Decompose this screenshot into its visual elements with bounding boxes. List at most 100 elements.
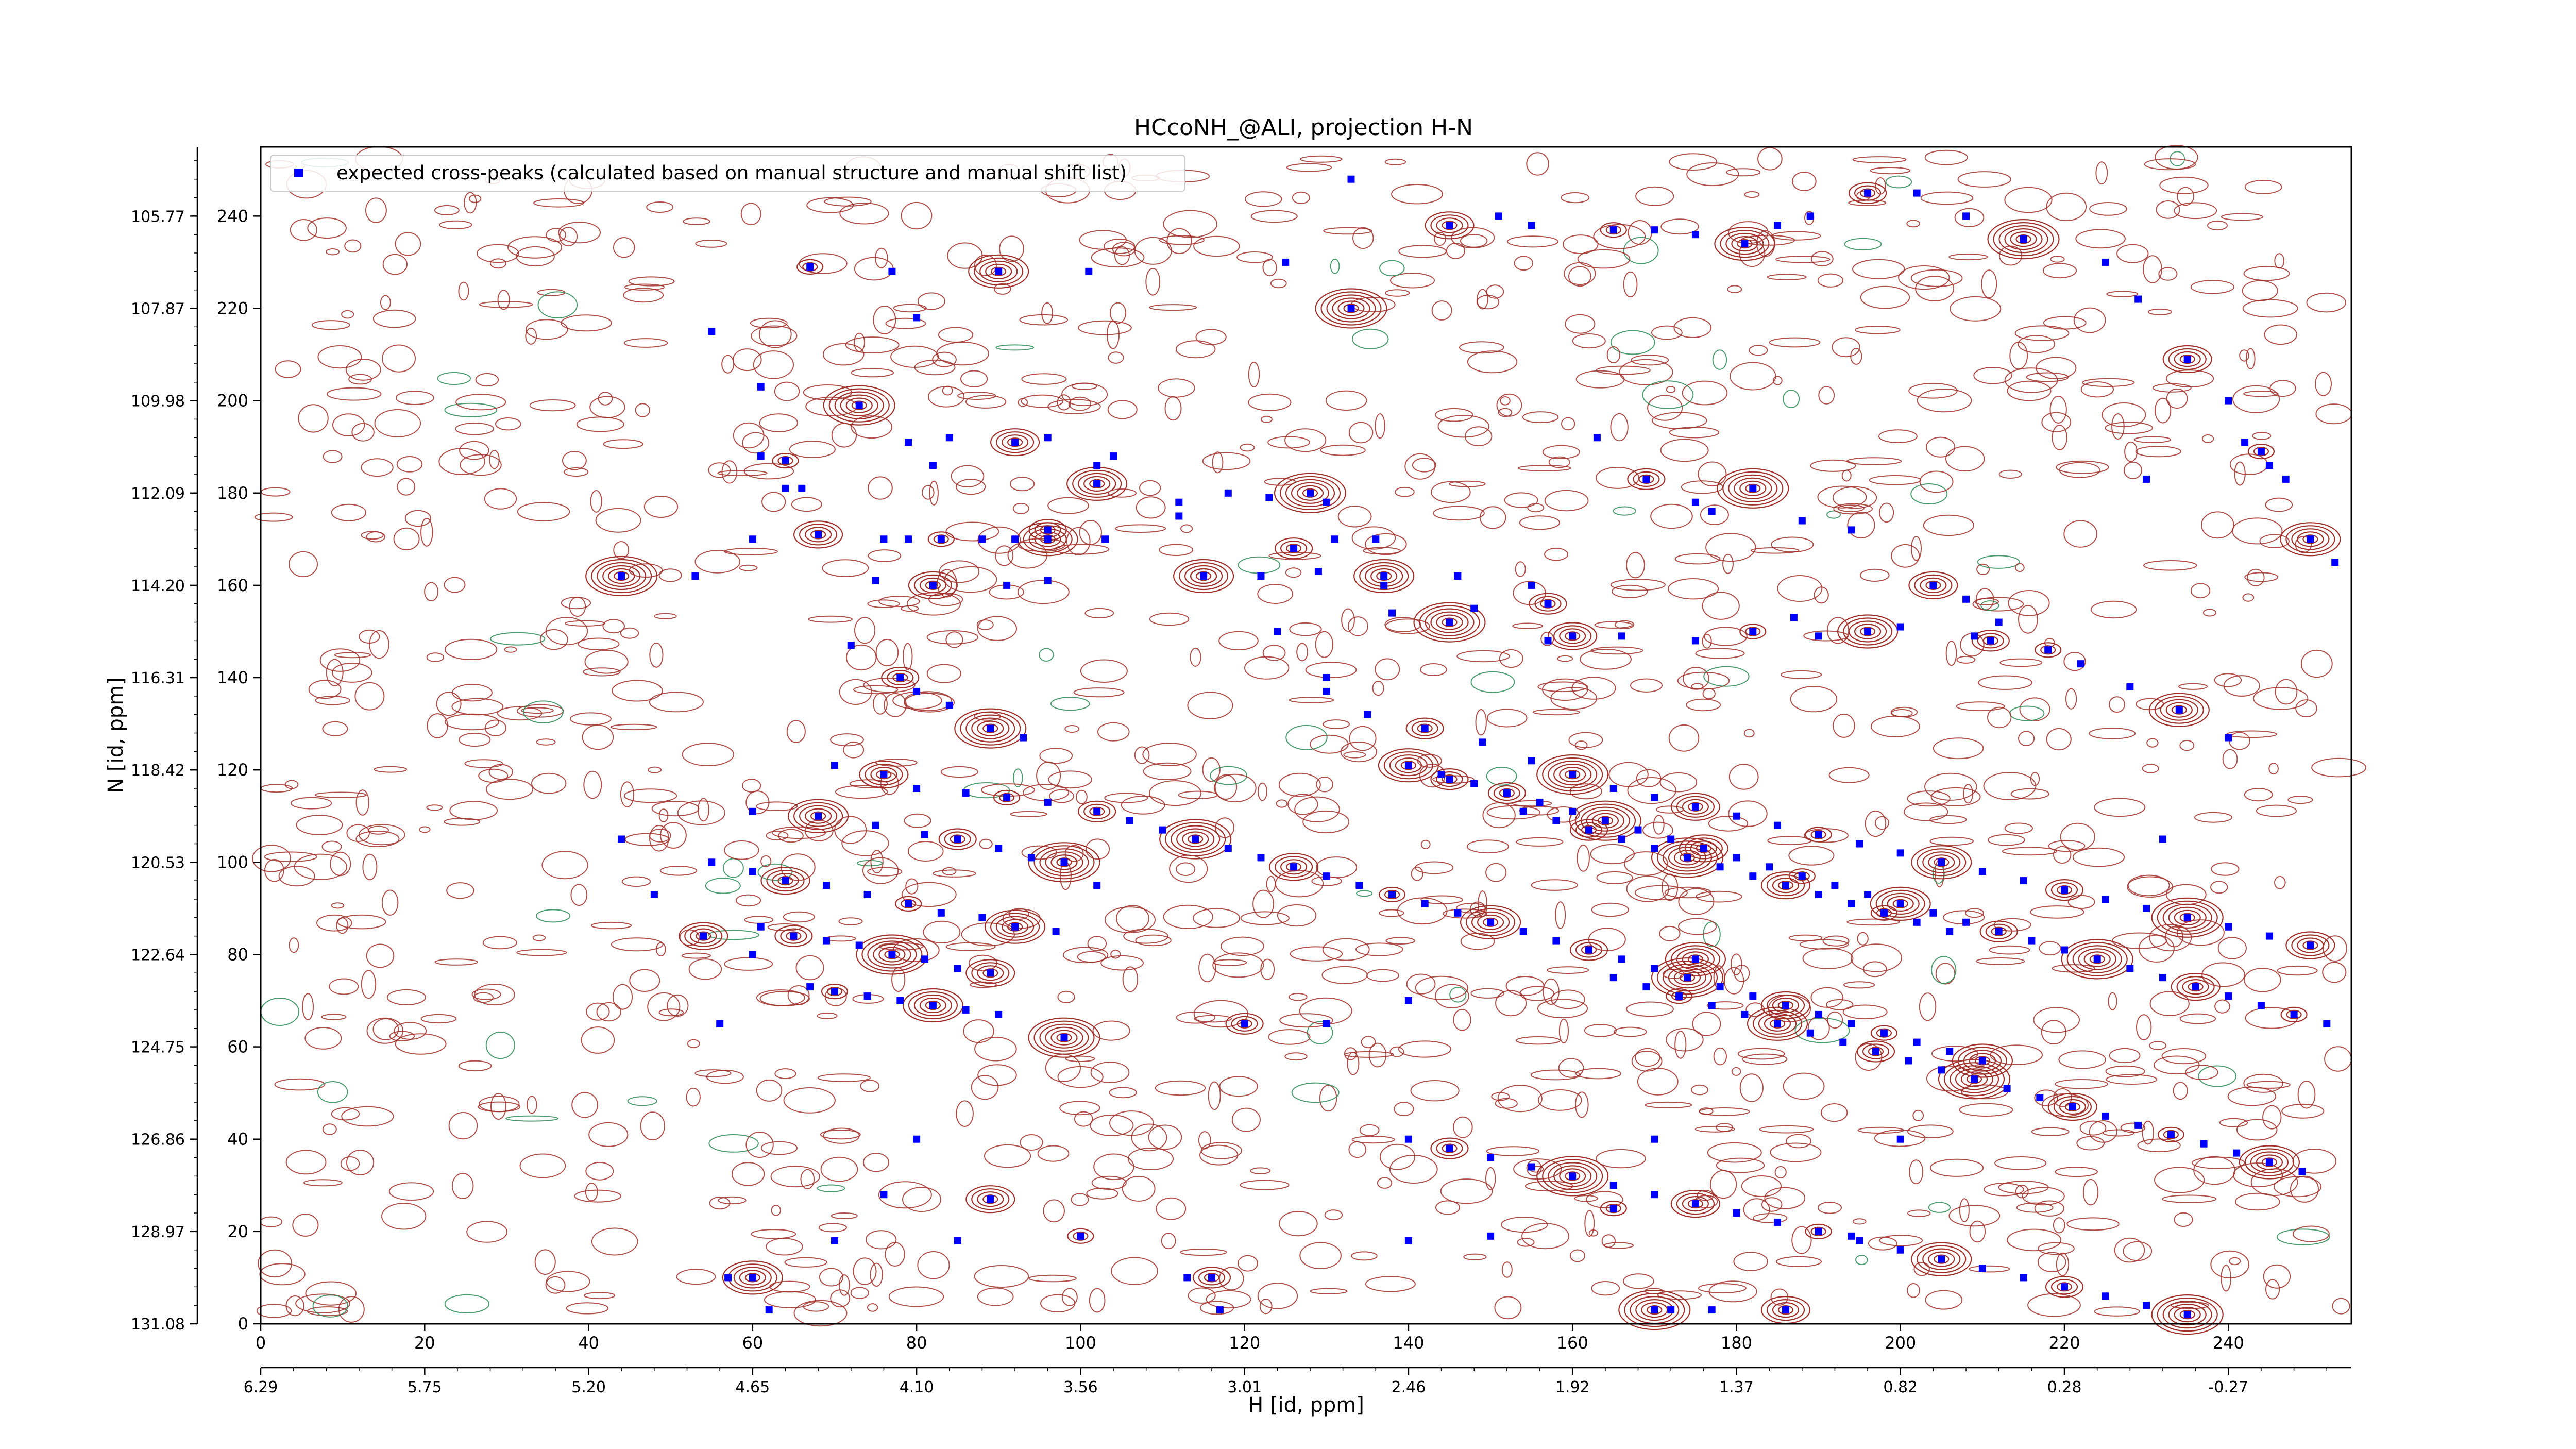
y-ppm-tick-label: 112.09 <box>131 485 185 503</box>
peak-contour <box>895 896 922 912</box>
cross-peak-marker <box>1175 498 1183 506</box>
contour-ring <box>420 1014 457 1024</box>
peak-contour <box>1536 754 1609 795</box>
cross-peak-marker <box>1774 222 1781 229</box>
contour-ring <box>1047 399 1101 414</box>
cross-peak-marker <box>954 965 961 972</box>
cross-peak-marker <box>1978 868 1986 875</box>
contour-ring <box>904 813 931 828</box>
contour-ring <box>1057 394 1071 411</box>
x-index-tick-label: 80 <box>906 1333 927 1353</box>
contour-ring <box>1149 612 1190 626</box>
contour-ring <box>2269 380 2296 397</box>
contour-ring <box>932 869 976 878</box>
contour-ring <box>1788 846 1835 866</box>
peak-contour <box>944 831 971 847</box>
contour-ring <box>830 1289 851 1308</box>
cross-peak-marker <box>1085 267 1093 275</box>
contour-ring <box>2223 675 2260 697</box>
cross-peak-marker <box>2102 1292 2109 1300</box>
cross-peak-marker <box>2200 1140 2208 1148</box>
peak-contour <box>1928 1251 1955 1267</box>
contour-ring <box>1135 934 1172 947</box>
contour-ring <box>2290 1175 2319 1203</box>
peak-contour <box>870 766 897 783</box>
cross-peak-marker <box>1323 674 1330 681</box>
cross-peak-marker <box>2061 886 2068 894</box>
cross-peak-marker <box>2126 683 2134 690</box>
peak-contour <box>1837 614 1899 649</box>
contour-ring <box>831 423 857 448</box>
contour-ring <box>1677 671 1730 690</box>
contour-ring <box>1833 503 1873 515</box>
contour-ring <box>1950 296 2002 322</box>
cross-peak-marker <box>1815 632 1822 640</box>
y-ppm-tick-label: 131.08 <box>131 1316 185 1334</box>
contour-ring <box>1555 901 1566 929</box>
cross-peak-marker <box>1733 854 1740 862</box>
cross-peak-marker <box>1651 1191 1658 1199</box>
peak-contour <box>873 943 911 966</box>
contour-ring <box>1420 663 1447 676</box>
x-ppm-tick-label: 1.92 <box>1555 1378 1590 1396</box>
contour-ring <box>994 283 1011 295</box>
peak-contour <box>1436 614 1463 630</box>
peak-contour <box>1843 617 1893 646</box>
contour-ring <box>1870 715 1920 737</box>
contour-ring <box>960 370 988 387</box>
contour-ring <box>1057 990 1075 1004</box>
cross-peak-marker <box>1355 882 1363 889</box>
peak-contour <box>2157 1298 2218 1332</box>
contour-ring <box>382 254 408 275</box>
cross-peak-marker <box>1987 637 1994 645</box>
contour-ring <box>928 386 965 408</box>
cross-peak-marker <box>1274 628 1281 635</box>
peak-contour <box>602 565 641 587</box>
contour-ring <box>1730 362 1776 391</box>
cross-peak-marker <box>1691 955 1699 963</box>
contour-ring <box>1085 838 1110 860</box>
contour-ring <box>2297 1081 2316 1109</box>
contour-ring <box>582 724 614 750</box>
peak-contour <box>1383 751 1433 780</box>
peak-contour <box>979 260 1018 282</box>
cross-peak-marker <box>757 383 765 391</box>
peak-contour <box>1949 1065 1999 1093</box>
cross-peak-marker <box>1126 817 1133 824</box>
cross-peak-marker <box>2167 1131 2175 1138</box>
contour-ring <box>1540 631 1554 646</box>
contour-ring <box>1037 1145 1070 1162</box>
cross-peak-marker <box>1421 724 1429 732</box>
contour-ring <box>956 479 986 495</box>
peak-contour <box>766 869 805 892</box>
contour-ring <box>477 244 519 263</box>
cross-peak-marker <box>1093 882 1101 889</box>
peak-contour <box>1353 559 1415 594</box>
legend-label: expected cross-peaks (calculated based o… <box>336 162 1127 184</box>
contour-ring <box>1330 258 1340 274</box>
contour-ring <box>2082 378 2135 387</box>
cross-peak-marker <box>1200 572 1208 580</box>
contour-ring <box>581 1026 615 1054</box>
cross-peak-marker <box>1380 572 1388 580</box>
contour-ring <box>274 1078 326 1091</box>
contour-ring <box>658 568 682 582</box>
contour-ring <box>2202 609 2217 617</box>
cross-peak-marker <box>896 997 904 1004</box>
contour-ring <box>2149 1041 2167 1050</box>
contour-ring <box>314 791 367 798</box>
contour-ring <box>705 878 741 894</box>
peak-contour <box>1045 851 1083 873</box>
contour-ring <box>2089 202 2127 216</box>
cross-peak-marker <box>2192 983 2199 991</box>
peak-contour <box>2285 931 2335 959</box>
cross-peak-marker <box>1749 628 1757 635</box>
cross-peak-marker <box>2183 356 2191 363</box>
cross-peak-marker <box>2233 1149 2241 1157</box>
contour-ring <box>1086 1187 1118 1200</box>
contour-ring <box>901 882 957 907</box>
contour-ring <box>1248 393 1292 411</box>
contour-ring <box>1365 533 1407 555</box>
contour-ring <box>2190 280 2234 294</box>
